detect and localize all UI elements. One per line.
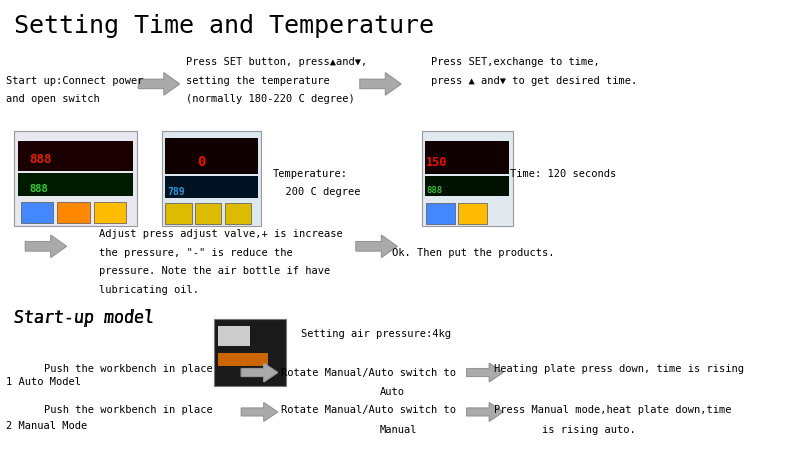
FancyBboxPatch shape (422, 132, 513, 227)
FancyBboxPatch shape (218, 353, 268, 367)
FancyBboxPatch shape (214, 319, 286, 387)
Text: setting the temperature: setting the temperature (186, 75, 330, 86)
Text: Auto: Auto (380, 386, 405, 396)
Text: (normally 180-220 C degree): (normally 180-220 C degree) (186, 94, 354, 104)
Text: Start-up model: Start-up model (14, 308, 154, 326)
Polygon shape (241, 403, 278, 421)
FancyBboxPatch shape (458, 203, 487, 224)
FancyBboxPatch shape (165, 138, 258, 175)
Text: Press SET,exchange to time,: Press SET,exchange to time, (431, 57, 600, 67)
Polygon shape (25, 236, 66, 258)
FancyBboxPatch shape (225, 203, 252, 224)
Text: Setting Time and Temperature: Setting Time and Temperature (14, 14, 434, 38)
Text: Manual: Manual (380, 424, 417, 434)
FancyBboxPatch shape (425, 176, 509, 196)
FancyBboxPatch shape (162, 132, 261, 227)
Polygon shape (241, 363, 278, 382)
FancyBboxPatch shape (57, 202, 89, 223)
FancyBboxPatch shape (165, 176, 258, 198)
Text: Temperature:: Temperature: (273, 168, 348, 178)
FancyBboxPatch shape (21, 202, 53, 223)
FancyBboxPatch shape (426, 203, 455, 224)
Text: Heating plate press down, time is rising: Heating plate press down, time is rising (494, 363, 744, 373)
Text: Adjust press adjust valve,+ is increase: Adjust press adjust valve,+ is increase (99, 228, 343, 238)
Polygon shape (360, 74, 401, 96)
Text: pressure. Note the air bottle if have: pressure. Note the air bottle if have (99, 265, 330, 275)
Text: Start-up model: Start-up model (14, 308, 154, 326)
FancyBboxPatch shape (18, 174, 133, 196)
Polygon shape (138, 74, 180, 96)
FancyBboxPatch shape (218, 326, 250, 346)
Polygon shape (467, 363, 503, 382)
Text: 200 C degree: 200 C degree (273, 187, 361, 197)
Text: Press Manual mode,heat plate down,time: Press Manual mode,heat plate down,time (494, 404, 732, 414)
Text: press ▲ and▼ to get desired time.: press ▲ and▼ to get desired time. (431, 75, 638, 86)
Text: 0: 0 (197, 154, 205, 168)
FancyBboxPatch shape (14, 132, 137, 227)
Text: and open switch: and open switch (6, 94, 100, 104)
Text: 888: 888 (426, 186, 442, 195)
FancyBboxPatch shape (18, 141, 133, 172)
Text: 150: 150 (426, 155, 448, 168)
Text: Time: 120 seconds: Time: 120 seconds (510, 168, 616, 178)
Text: lubricating oil.: lubricating oil. (99, 284, 199, 294)
FancyBboxPatch shape (425, 141, 509, 175)
Text: Rotate Manual/Auto switch to: Rotate Manual/Auto switch to (281, 367, 456, 377)
Polygon shape (467, 403, 503, 421)
Text: 789: 789 (167, 187, 185, 197)
Text: Ok. Then put the products.: Ok. Then put the products. (392, 247, 554, 257)
FancyBboxPatch shape (94, 202, 127, 223)
FancyBboxPatch shape (195, 203, 221, 224)
Text: 2 Manual Mode: 2 Manual Mode (6, 419, 88, 430)
Text: Push the workbench in place: Push the workbench in place (44, 363, 212, 373)
Text: 888: 888 (29, 184, 47, 194)
Text: 1 Auto Model: 1 Auto Model (6, 376, 81, 387)
Text: Push the workbench in place: Push the workbench in place (44, 404, 212, 414)
Text: Setting air pressure:4kg: Setting air pressure:4kg (301, 328, 451, 338)
Text: Start up:Connect power: Start up:Connect power (6, 75, 144, 86)
Text: Rotate Manual/Auto switch to: Rotate Manual/Auto switch to (281, 404, 456, 414)
Text: is rising auto.: is rising auto. (542, 424, 636, 434)
Text: Press SET button, press▲and▼,: Press SET button, press▲and▼, (186, 57, 367, 67)
Text: the pressure, "-" is reduce the: the pressure, "-" is reduce the (99, 247, 293, 257)
Polygon shape (356, 236, 397, 258)
FancyBboxPatch shape (165, 203, 191, 224)
Text: 888: 888 (29, 152, 51, 165)
